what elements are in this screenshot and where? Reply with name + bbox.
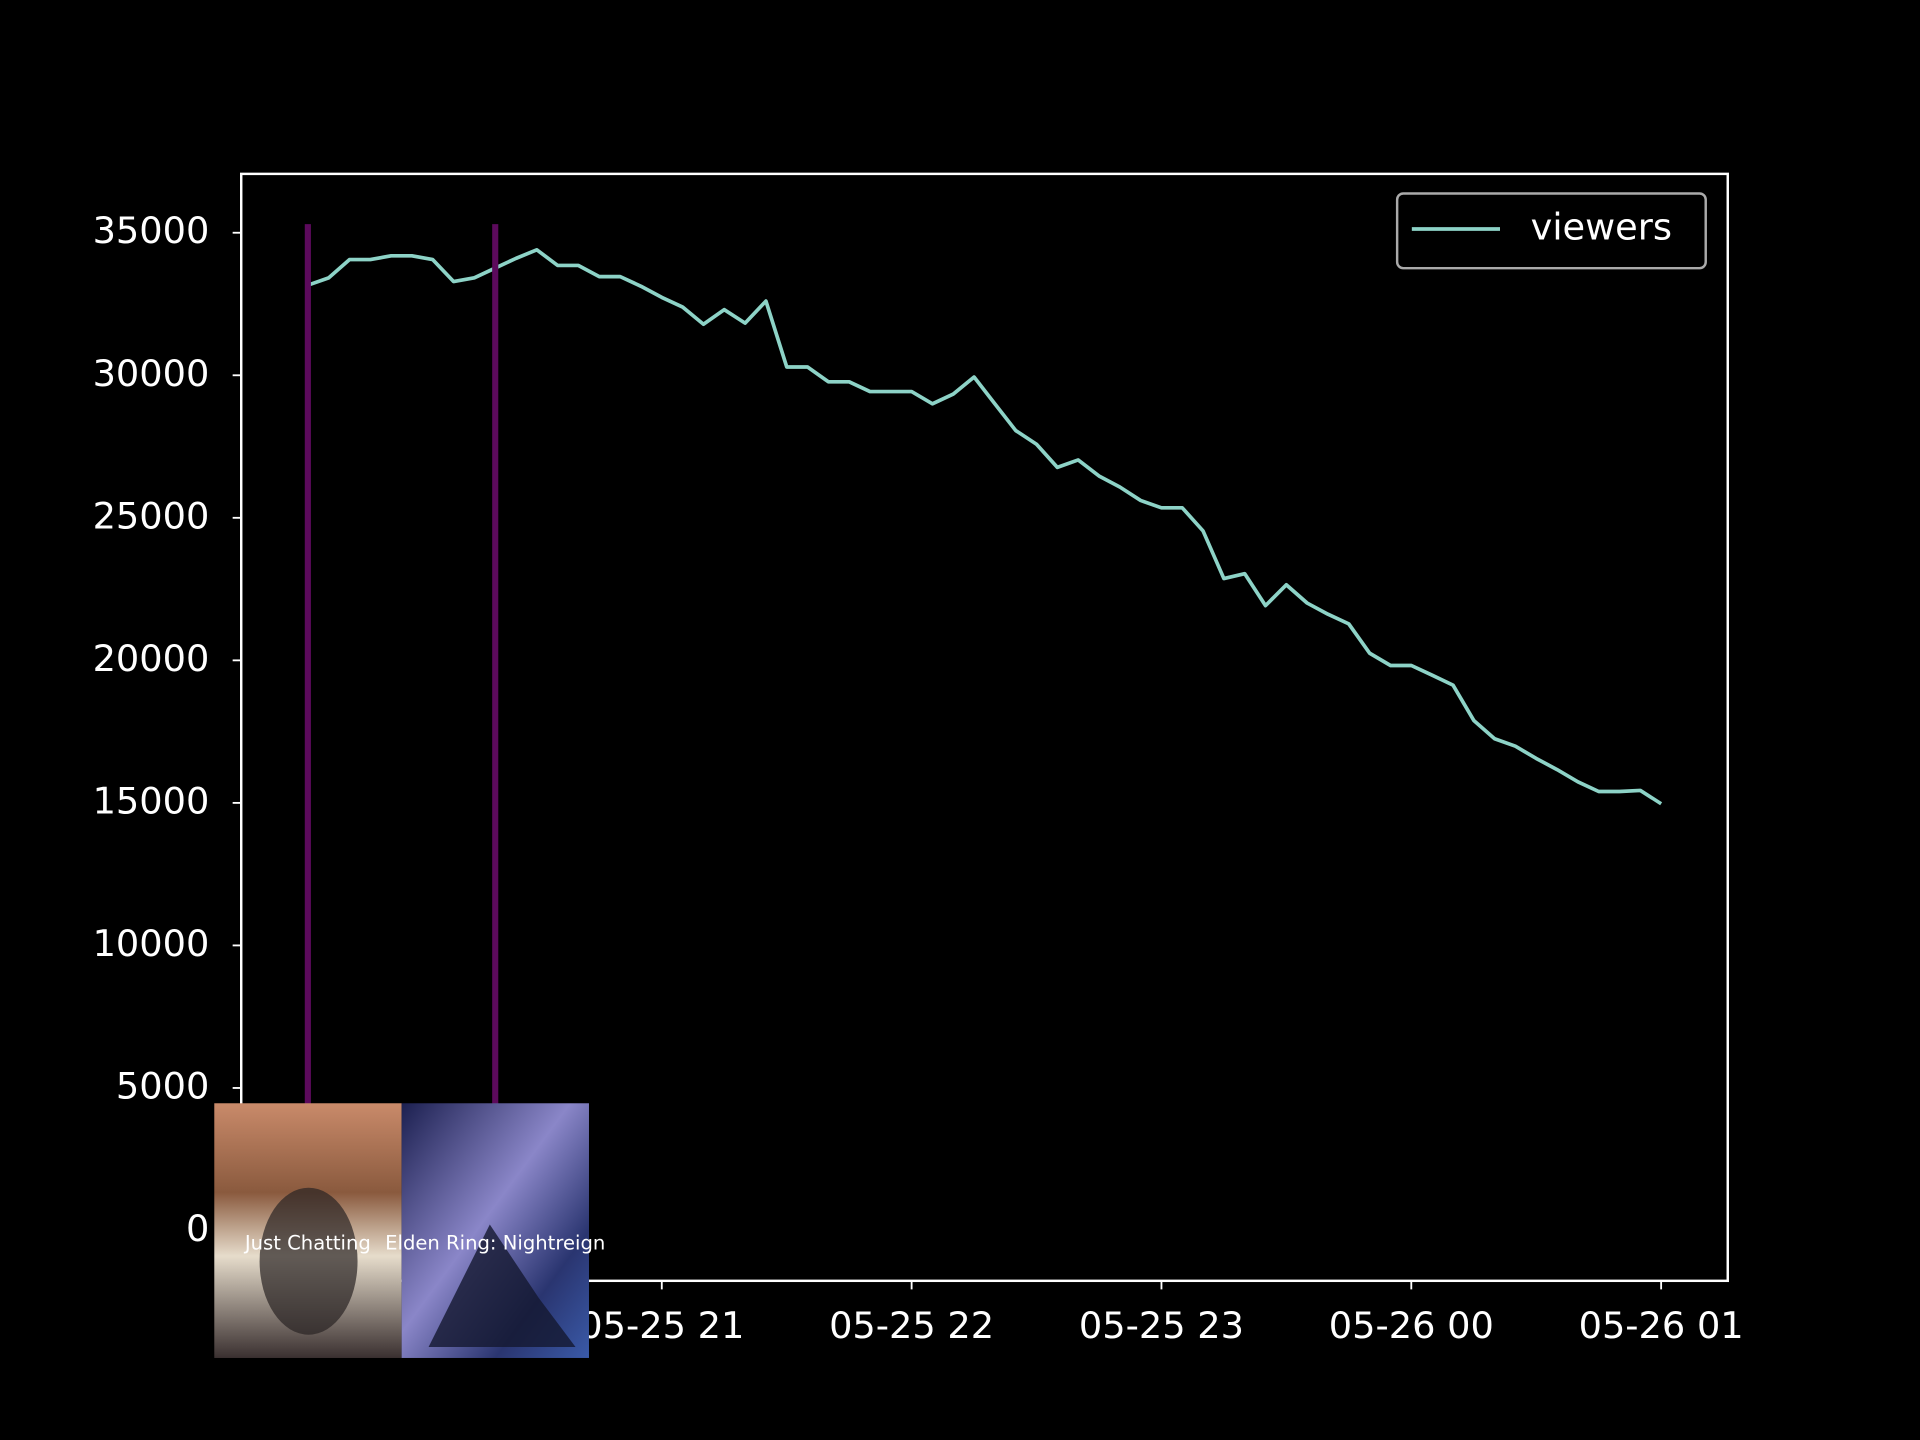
x-tick-label: 05-25 23	[1079, 1304, 1244, 1347]
thumbnail-shape	[259, 1187, 358, 1335]
data-line	[307, 247, 1663, 806]
y-tick-label: 5000	[116, 1064, 209, 1107]
marker-label: Just Chatting	[243, 1232, 371, 1255]
y-tick-label: 35000	[93, 209, 210, 252]
y-tick-label: 10000	[93, 922, 210, 965]
x-tick-label: 05-25 21	[579, 1304, 744, 1347]
y-tick-label: 25000	[93, 494, 210, 537]
y-tick-label: 0	[186, 1207, 209, 1250]
x-tick-label: 05-26 01	[1579, 1304, 1744, 1347]
thumbnails	[214, 1103, 589, 1358]
x-tick-label: 05-25 22	[829, 1304, 994, 1347]
thumbnail-shape	[428, 1224, 576, 1347]
marker-label: Elden Ring: Nightreign	[385, 1232, 605, 1255]
x-tick-label: 05-26 00	[1329, 1304, 1494, 1347]
marker-labels: Just Chatting Elden Ring: Nightreign	[243, 1232, 605, 1255]
legend-label: viewers	[1531, 205, 1672, 248]
y-tick-label: 15000	[93, 779, 210, 822]
legend-box	[1395, 192, 1707, 270]
plot-area: 0 5000 10000 15000 20000 25000 30000 35000 05-25…	[93, 172, 1744, 1347]
axes-frame	[240, 172, 1729, 1283]
y-tick-label: 20000	[93, 637, 210, 680]
y-tick-label: 30000	[93, 352, 210, 395]
